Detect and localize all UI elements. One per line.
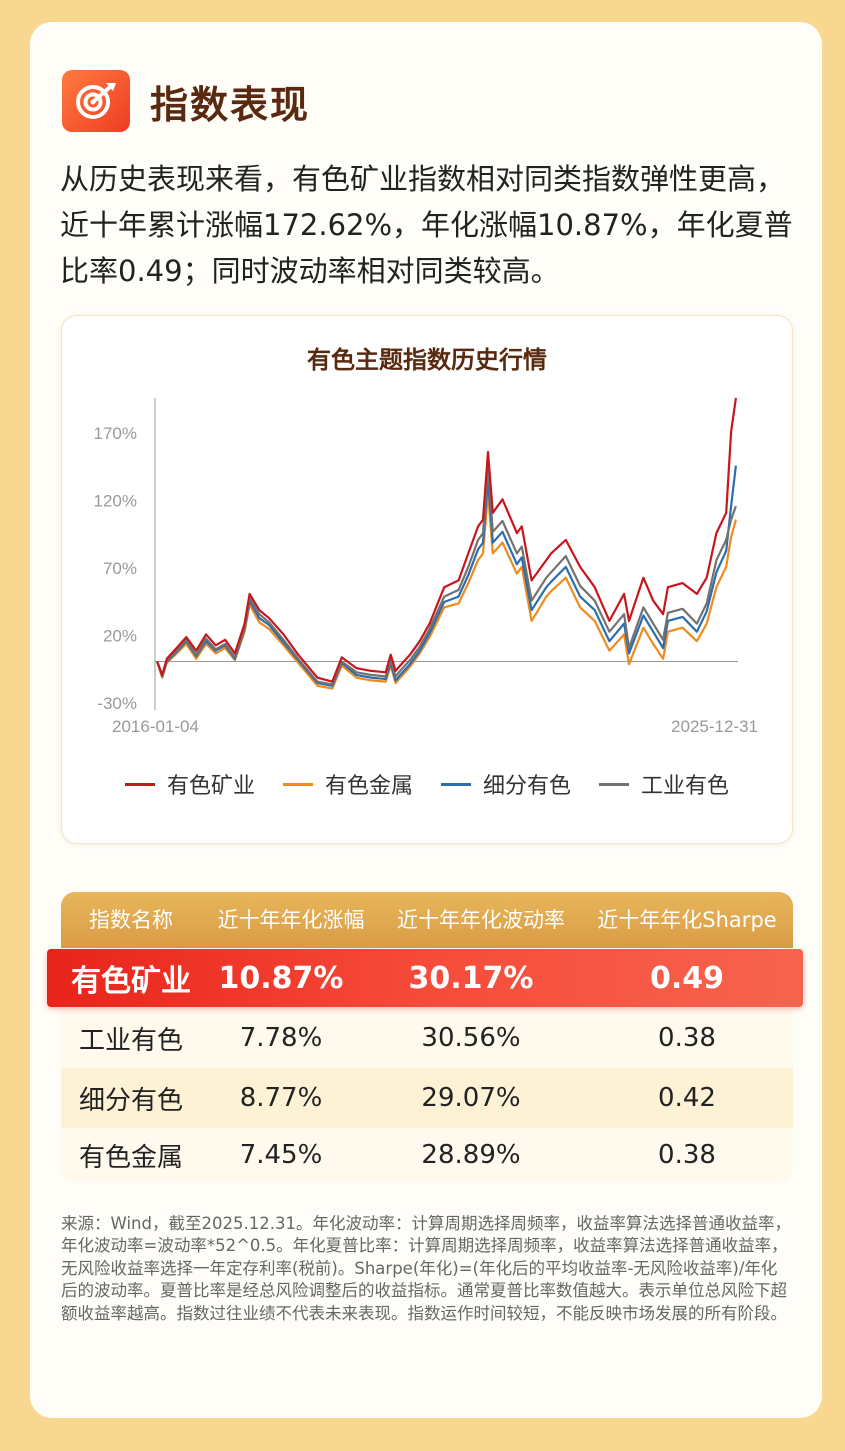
x-tick-label: 2016-01-04: [112, 717, 199, 736]
legend-label: 细分有色: [483, 774, 572, 799]
legend-swatch: [599, 782, 630, 786]
legend-item: 有色矿业: [124, 768, 255, 800]
legend-item: 细分有色: [441, 768, 571, 800]
table-cell: 0.49: [649, 960, 725, 996]
y-tick-label: 20%: [103, 626, 137, 645]
chart-panel: 有色主题指数历史行情 170% 120% 70% 20% -30% 2016-01-04 2…: [61, 315, 793, 844]
series-line-1: [156, 397, 737, 683]
content-card: 指数表现 从历史表现来看，有色矿业指数相对同类指数弹性更高，近十年累计涨幅172…: [30, 22, 822, 1418]
table-row: 有色金属 7.45% 28.89% 0.38: [61, 1128, 793, 1182]
table-header-cell: 近十年年化Sharpe: [597, 908, 777, 932]
legend-item: 有色金属: [282, 768, 413, 800]
y-tick-label: 70%: [103, 559, 137, 578]
table-cell: 30.17%: [408, 960, 534, 996]
line-chart: 170% 120% 70% 20% -30% 2016-01-04 2025-12-31: [94, 397, 758, 736]
table-cell: 有色金属: [78, 1142, 183, 1173]
legend-swatch: [282, 782, 313, 786]
x-tick-label: 2025-12-31: [671, 717, 758, 736]
section-header: 指数表现: [62, 70, 310, 132]
table-cell: 工业有色: [78, 1025, 183, 1056]
table-cell: 有色矿业: [71, 964, 191, 999]
legend-label: 有色金属: [324, 774, 413, 799]
y-tick-label: -30%: [97, 694, 137, 713]
performance-table: 指数名称 近十年年化涨幅 近十年年化波动率 近十年年化Sharpe 工业有色 7…: [61, 892, 793, 1182]
legend-swatch: [441, 782, 471, 786]
chart-legend: 有色矿业 有色金属 细分有色 工业有色: [62, 768, 792, 800]
table-header-cell: 近十年年化涨幅: [217, 908, 365, 932]
table-header-cell: 近十年年化波动率: [397, 908, 565, 932]
table-row: 工业有色 7.78% 30.56% 0.38: [61, 1008, 793, 1068]
table-cell: 7.78%: [239, 1023, 323, 1053]
legend-label: 有色矿业: [166, 774, 255, 799]
table-cell: 29.07%: [421, 1083, 521, 1113]
table-cell: 细分有色: [78, 1085, 183, 1116]
y-tick-label: 170%: [94, 424, 137, 443]
legend-label: 工业有色: [641, 774, 730, 799]
table-cell: 8.77%: [239, 1083, 323, 1113]
series-line-3: [156, 465, 737, 687]
table-cell: 0.38: [658, 1140, 716, 1170]
table-cell: 7.45%: [239, 1140, 323, 1170]
table-row-highlight: 有色矿业 10.87% 30.17% 0.49: [47, 949, 803, 1007]
series-line-4: [156, 464, 737, 686]
source-footnote: 来源：Wind，截至2025.12.31。年化波动率：计算周期选择周频率，收益率…: [61, 1214, 791, 1323]
y-tick-label: 120%: [94, 491, 137, 510]
target-arrow-icon: [62, 70, 130, 132]
table-cell: 0.42: [658, 1083, 716, 1113]
table-cell: 10.87%: [218, 960, 344, 996]
intro-text: 从历史表现来看，有色矿业指数相对同类指数弹性更高，近十年累计涨幅172.62%，…: [60, 162, 793, 288]
table-row: 细分有色 8.77% 29.07% 0.42: [61, 1068, 793, 1128]
table-header: 指数名称 近十年年化涨幅 近十年年化波动率 近十年年化Sharpe: [61, 892, 793, 948]
chart-title: 有色主题指数历史行情: [307, 346, 547, 374]
table-cell: 28.89%: [421, 1140, 521, 1170]
section-title: 指数表现: [150, 82, 311, 127]
table-cell: 30.56%: [421, 1023, 521, 1053]
table-header-cell: 指数名称: [89, 908, 173, 932]
legend-swatch: [124, 782, 155, 786]
table-cell: 0.38: [658, 1023, 716, 1053]
legend-item: 工业有色: [599, 768, 729, 800]
